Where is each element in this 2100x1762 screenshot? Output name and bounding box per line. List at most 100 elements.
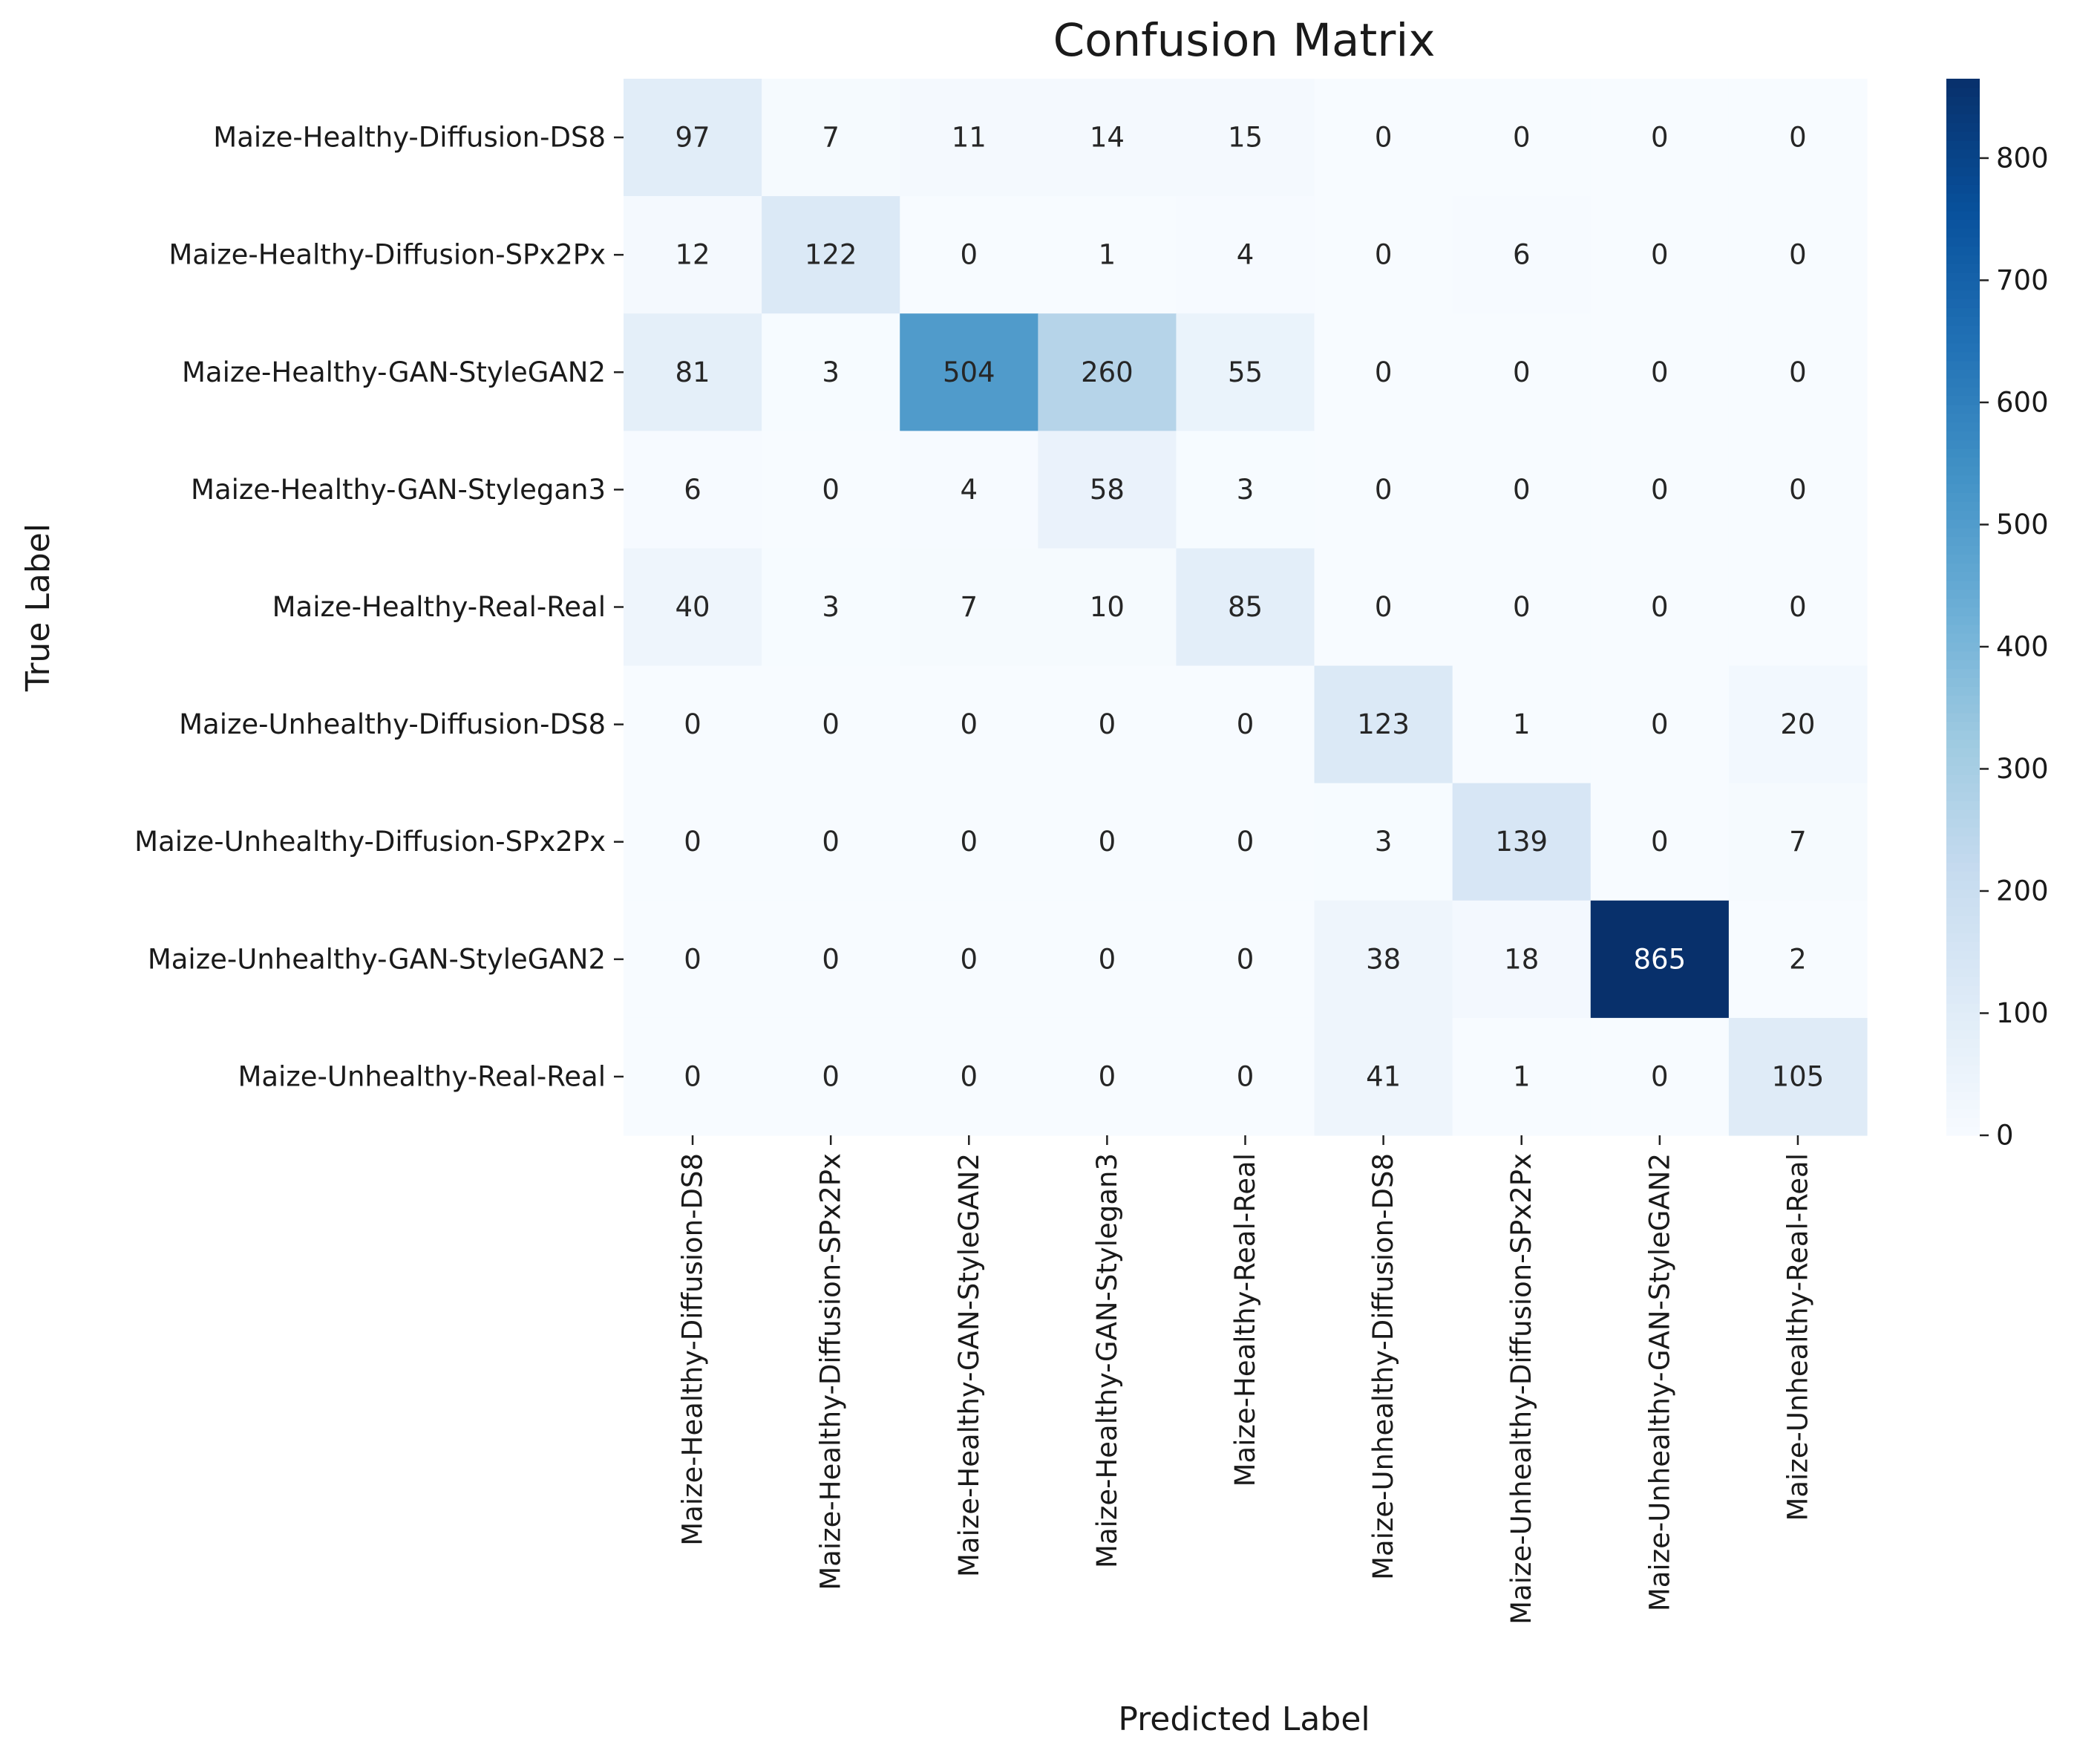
- x-axis-ticks: Maize-Healthy-Diffusion-DS8 Maize-Healthy…: [677, 1135, 1813, 1625]
- cell-value-label: 0: [1099, 826, 1116, 858]
- colorbar-segment: [1946, 800, 1980, 810]
- colorbar-tick-label: 700: [1996, 264, 2049, 296]
- heatmap-cell: [1038, 548, 1177, 667]
- heatmap-cell: [1452, 431, 1592, 549]
- colorbar-segment: [1946, 774, 1980, 784]
- cell-value-label: 0: [1375, 474, 1393, 506]
- heatmap-cell: [1176, 313, 1315, 431]
- colorbar-segment: [1946, 730, 1980, 740]
- cell-value-label: 14: [1090, 122, 1125, 154]
- heatmap-cell: [1314, 313, 1453, 431]
- colorbar-segment: [1946, 950, 1980, 960]
- x-tick-label: Maize-Healthy-GAN-Stylegan3: [1091, 1153, 1123, 1568]
- colorbar-segment: [1946, 79, 1980, 88]
- heatmap-cell: [1452, 665, 1592, 784]
- colorbar-segment: [1946, 325, 1980, 335]
- colorbar-segment: [1946, 228, 1980, 238]
- heatmap-cell: [762, 783, 900, 901]
- heatmap-cell: [624, 665, 762, 784]
- heatmap-cell: [624, 313, 762, 431]
- cell-value-label: 0: [684, 1060, 701, 1092]
- cell-value-label: 2: [1789, 943, 1807, 975]
- colorbar-segment: [1946, 844, 1980, 855]
- cell-value-label: 20: [1780, 708, 1815, 740]
- cell-value-label: 0: [1375, 239, 1393, 271]
- colorbar-segment: [1946, 536, 1980, 546]
- heatmap-cell: [1038, 783, 1177, 901]
- heatmap-cell: [624, 548, 762, 667]
- cell-value-label: 0: [1375, 122, 1393, 154]
- heatmap-cell: [762, 548, 900, 667]
- cell-value-label: 81: [676, 356, 710, 388]
- cell-value-label: 865: [1634, 943, 1687, 975]
- colorbar-segment: [1946, 959, 1980, 969]
- colorbar-segment: [1946, 1065, 1980, 1074]
- colorbar-segment: [1946, 624, 1980, 634]
- colorbar-segment: [1946, 466, 1980, 476]
- x-tick-label: Maize-Healthy-Diffusion-SPx2Px: [815, 1153, 847, 1590]
- colorbar-segment: [1946, 994, 1980, 1004]
- x-tick-label: Maize-Healthy-Diffusion-DS8: [677, 1153, 709, 1546]
- cell-value-label: 10: [1090, 591, 1125, 623]
- cell-value-label: 0: [1099, 943, 1116, 975]
- cell-value-label: 1: [1513, 1060, 1531, 1092]
- cell-value-label: 0: [684, 708, 701, 740]
- heatmap-cell: [1728, 900, 1868, 1019]
- colorbar-segment: [1946, 650, 1980, 661]
- colorbar-segment: [1946, 87, 1980, 97]
- colorbar-segment: [1946, 1038, 1980, 1048]
- colorbar-segment: [1946, 765, 1980, 775]
- heatmap-cells: [624, 79, 1868, 1136]
- colorbar-segment: [1946, 237, 1980, 247]
- colorbar-segment: [1946, 114, 1980, 123]
- cell-value-label: 0: [1651, 239, 1669, 271]
- cell-value-label: 0: [684, 943, 701, 975]
- heatmap-cell: [1176, 196, 1315, 314]
- y-tick-label: Maize-Healthy-GAN-Stylegan3: [191, 474, 606, 506]
- colorbar-segment: [1946, 659, 1980, 670]
- cell-value-label: 97: [676, 122, 710, 154]
- colorbar-segment: [1946, 281, 1980, 291]
- colorbar-segment: [1946, 616, 1980, 625]
- cell-value-label: 0: [1099, 708, 1116, 740]
- colorbar-segment: [1946, 1020, 1980, 1031]
- cell-value-labels: 97 7 11 14 15 0 0 0 012 122 0 1 4 0 6 0 081 3 504 260 55 0 0 0 0…: [676, 122, 1825, 1093]
- heatmap-cell: [762, 900, 900, 1019]
- heatmap-cell: [1590, 79, 1730, 197]
- colorbar-segment: [1946, 642, 1980, 652]
- cell-value-label: 0: [1513, 474, 1531, 506]
- x-tick-label: Maize-Unhealthy-Real-Real: [1782, 1153, 1813, 1521]
- colorbar-segment: [1946, 166, 1980, 177]
- cell-value-label: 7: [961, 591, 978, 623]
- heatmap-cell: [1176, 783, 1315, 901]
- cell-value-label: 0: [1237, 708, 1255, 740]
- cell-value-label: 1: [1099, 239, 1116, 271]
- colorbar-segment: [1946, 404, 1980, 414]
- y-tick-label: Maize-Unhealthy-GAN-StyleGAN2: [148, 943, 606, 975]
- cell-value-label: 0: [1651, 591, 1669, 623]
- cell-value-label: 40: [676, 591, 710, 623]
- heatmap-cell: [1176, 1017, 1315, 1136]
- colorbar-segment: [1946, 554, 1980, 564]
- colorbar-segment: [1946, 1056, 1980, 1066]
- colorbar-segment: [1946, 123, 1980, 132]
- colorbar-segment: [1946, 757, 1980, 766]
- cell-value-label: 3: [822, 356, 840, 388]
- heatmap-cell: [1590, 431, 1730, 549]
- heatmap-cell: [1452, 783, 1592, 901]
- heatmap-cell: [1590, 1017, 1730, 1136]
- cell-value-label: 6: [1513, 239, 1531, 271]
- x-tick-label: Maize-Healthy-GAN-StyleGAN2: [953, 1153, 985, 1577]
- colorbar-segment: [1946, 668, 1980, 678]
- heatmap-cell: [624, 431, 762, 549]
- colorbar-segment: [1946, 933, 1980, 942]
- heatmap-cell: [762, 196, 900, 314]
- colorbar-tick-label: 800: [1996, 142, 2049, 174]
- colorbar-segment: [1946, 633, 1980, 643]
- colorbar-segment: [1946, 853, 1980, 863]
- colorbar-segment: [1946, 440, 1980, 449]
- x-tick-label: Maize-Healthy-Real-Real: [1229, 1153, 1261, 1487]
- cell-value-label: 0: [1651, 122, 1669, 154]
- heatmap-cell: [624, 783, 762, 901]
